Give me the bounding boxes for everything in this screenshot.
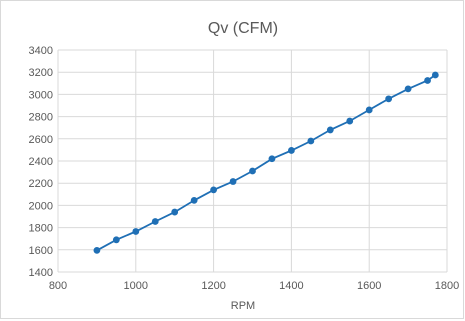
data-point <box>404 85 412 93</box>
y-axis-ticks: 1400 1600 1800 2000 2200 2400 2600 2800 3000 3200… <box>29 45 53 279</box>
x-axis-ticks: 800 1000 1200 1400 1600 1800 <box>49 280 459 292</box>
data-point <box>151 218 159 225</box>
data-point <box>385 95 393 103</box>
y-tick-label: 2400 <box>29 156 53 168</box>
y-tick-label: 3200 <box>29 67 53 79</box>
data-point <box>431 71 439 79</box>
x-tick-label: 1800 <box>435 280 459 292</box>
data-point <box>210 186 218 194</box>
data-point <box>365 106 373 114</box>
x-tick-label: 1400 <box>279 280 303 292</box>
y-tick-label: 1600 <box>29 245 53 257</box>
data-point <box>424 77 431 84</box>
x-tick-label: 1200 <box>201 280 225 292</box>
y-tick-label: 2200 <box>29 178 53 190</box>
y-tick-label: 2600 <box>29 134 53 146</box>
data-point <box>268 155 276 163</box>
y-tick-label: 1800 <box>29 223 53 235</box>
data-point <box>307 137 315 145</box>
data-point <box>249 167 256 175</box>
grid-layer <box>57 49 448 273</box>
data-point <box>326 126 334 134</box>
series-line <box>96 74 436 252</box>
x-tick-label: 1600 <box>357 280 381 292</box>
y-tick-label: 1400 <box>29 267 53 279</box>
chart-title: Qv (CFM) <box>208 20 278 37</box>
data-point <box>132 228 140 235</box>
y-tick-label: 2800 <box>29 112 53 124</box>
x-axis-label: RPM <box>231 300 255 312</box>
y-tick-label: 3000 <box>29 89 53 101</box>
data-point <box>93 246 101 254</box>
y-tick-label: 2000 <box>29 200 53 212</box>
data-point <box>112 236 120 244</box>
y-tick-label: 3400 <box>29 45 53 57</box>
data-point <box>229 178 237 185</box>
data-point <box>171 208 179 216</box>
data-point <box>346 117 354 125</box>
x-tick-label: 1000 <box>124 280 148 292</box>
series-layer <box>93 71 439 254</box>
data-point <box>288 147 295 154</box>
data-point <box>190 197 198 204</box>
x-tick-label: 800 <box>49 280 67 292</box>
